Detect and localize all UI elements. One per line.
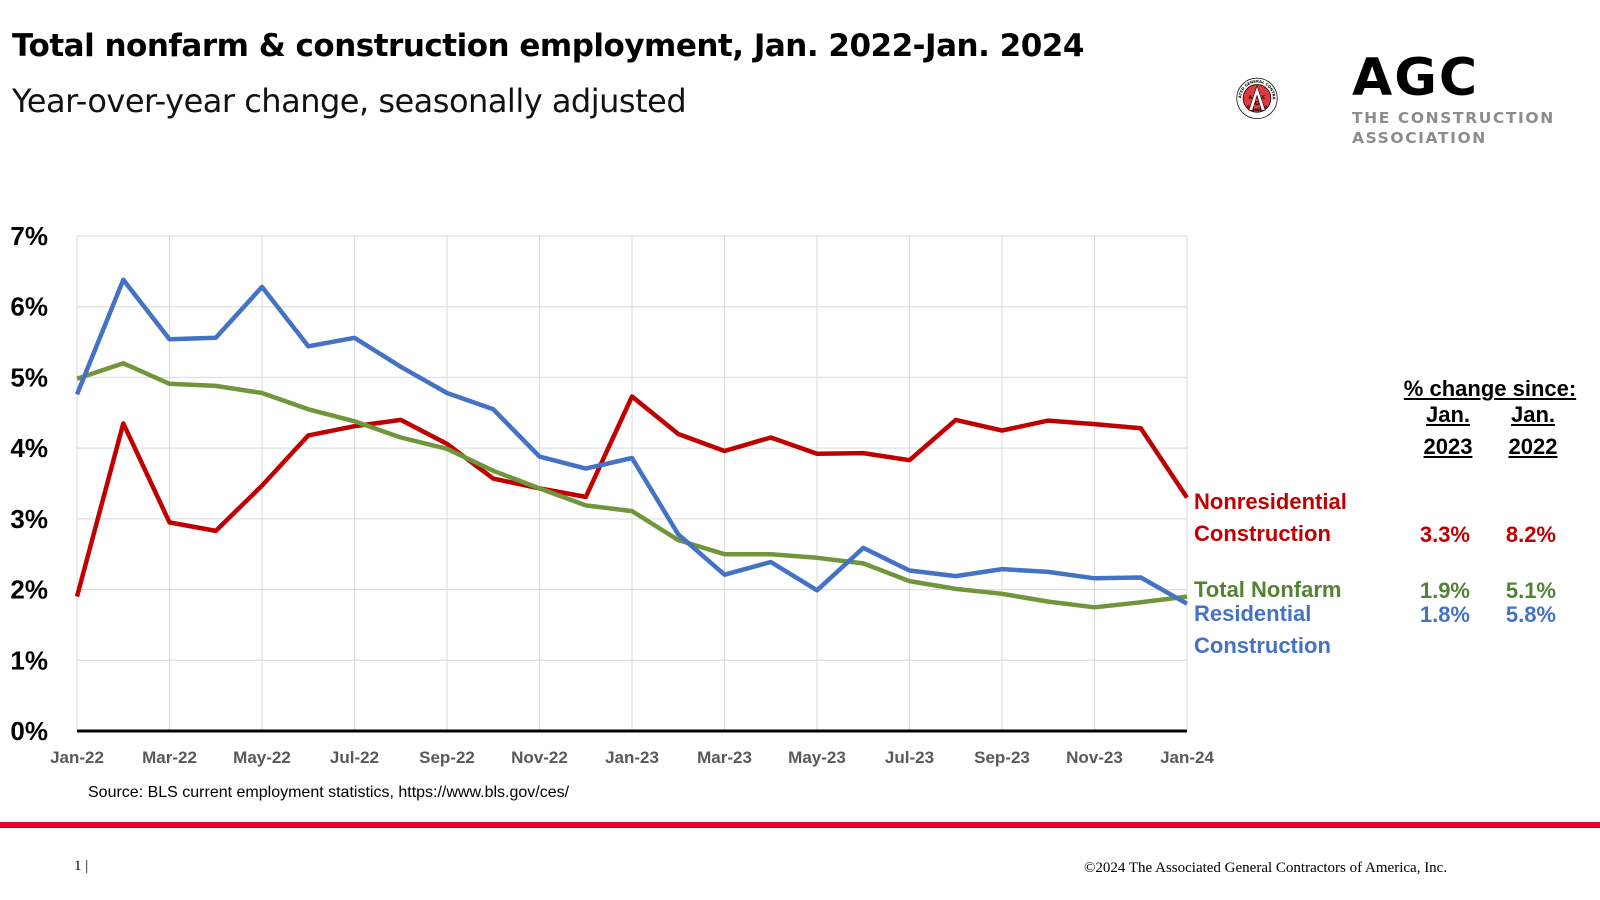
- x-tick-label: Sep-23: [974, 748, 1030, 767]
- series-line-nonresidential-construction: [74, 394, 1189, 598]
- logo-a-shape: [1248, 84, 1266, 111]
- x-tick-label: Mar-23: [697, 748, 752, 767]
- summary-heading: % change since:: [1403, 376, 1577, 401]
- nonres-since-2023: 3.3%: [1419, 522, 1470, 547]
- page-title: Total nonfarm & construction employment,…: [12, 28, 1084, 64]
- x-tick-label: May-23: [788, 748, 846, 767]
- logo-tagline-line1: THE CONSTRUCTION: [1352, 109, 1555, 127]
- footer-divider: [0, 822, 1600, 828]
- series-line-total-nonfarm: [76, 361, 1188, 610]
- x-tick-label: Nov-23: [1066, 748, 1123, 767]
- series-lines: [74, 277, 1189, 610]
- x-axis-ticks: Jan-22 Mar-22 May-22 Jul-22 Sep-22 Nov-22 Jan-…: [50, 748, 1214, 767]
- logo-letter-a: A: [1248, 95, 1252, 101]
- x-tick-label: Sep-22: [419, 748, 475, 767]
- series-line-residential-construction: [74, 277, 1189, 606]
- agc-logo: ASSOCIATED GENERAL CONTRACTORS OF AMERIC…: [1236, 74, 1278, 119]
- nonfarm-since-2022: 5.1%: [1505, 578, 1556, 603]
- page-number: 1 |: [74, 858, 89, 874]
- logo-tagline: THE CONSTRUCTION ASSOCIATION: [1352, 108, 1555, 148]
- x-tick-label: Jan-23: [605, 748, 659, 767]
- label-residential-line2: Construction: [1194, 633, 1331, 658]
- logo-letter-g: G: [1255, 101, 1259, 107]
- nonres-since-2022: 8.2%: [1505, 522, 1556, 547]
- nonfarm-since-2023: 1.9%: [1419, 578, 1470, 603]
- logo-tagline-line2: ASSOCIATION: [1352, 129, 1487, 147]
- x-tick-label: Jul-22: [330, 748, 379, 767]
- res-since-2023: 1.8%: [1419, 602, 1470, 627]
- x-tick-label: Jul-23: [885, 748, 934, 767]
- summary-col2-line2: 2022: [1508, 434, 1558, 459]
- y-tick-label: 5%: [10, 362, 48, 392]
- y-tick-label: 7%: [10, 221, 48, 251]
- y-tick-label: 3%: [10, 504, 48, 534]
- res-since-2022: 5.8%: [1505, 602, 1556, 627]
- x-tick-label: May-22: [233, 748, 291, 767]
- y-tick-label: 0%: [10, 716, 48, 746]
- label-nonresidential-line1: Nonresidential: [1194, 489, 1347, 514]
- summary-col2-line1: Jan.: [1510, 402, 1556, 427]
- y-axis-ticks: 0% 1% 2% 3% 4% 5% 6% 7%: [10, 221, 48, 746]
- summary-col1-line1: Jan.: [1425, 402, 1471, 427]
- label-total-nonfarm: Total Nonfarm: [1194, 574, 1341, 606]
- summary-col1-line2: 2023: [1423, 434, 1473, 459]
- label-residential-line1: Residential: [1194, 601, 1312, 626]
- label-residential: Residential Construction: [1194, 598, 1331, 662]
- logo-letter-c: C: [1262, 95, 1266, 101]
- y-tick-label: 2%: [10, 575, 48, 605]
- label-nonresidential-line2: Construction: [1194, 521, 1331, 546]
- y-tick-label: 4%: [10, 433, 48, 463]
- logo-wordmark: AGC: [1352, 48, 1480, 108]
- x-tick-label: Jan-24: [1160, 748, 1214, 767]
- x-tick-label: Jan-22: [50, 748, 104, 767]
- grid-lines: [76, 235, 1188, 731]
- label-total-nonfarm-line1: Total Nonfarm: [1194, 577, 1342, 602]
- logo-emblem-disc: [1242, 84, 1272, 113]
- x-tick-label: Nov-22: [511, 748, 568, 767]
- x-tick-label: Mar-22: [142, 748, 197, 767]
- source-note: Source: BLS current employment statistic…: [88, 784, 570, 801]
- copyright: ©2024 The Associated General Contractors…: [1084, 860, 1448, 876]
- y-tick-label: 6%: [10, 292, 48, 322]
- page-subtitle: Year-over-year change, seasonally adjust…: [12, 82, 687, 120]
- y-tick-label: 1%: [10, 645, 48, 675]
- label-nonresidential: Nonresidential Construction: [1194, 486, 1347, 550]
